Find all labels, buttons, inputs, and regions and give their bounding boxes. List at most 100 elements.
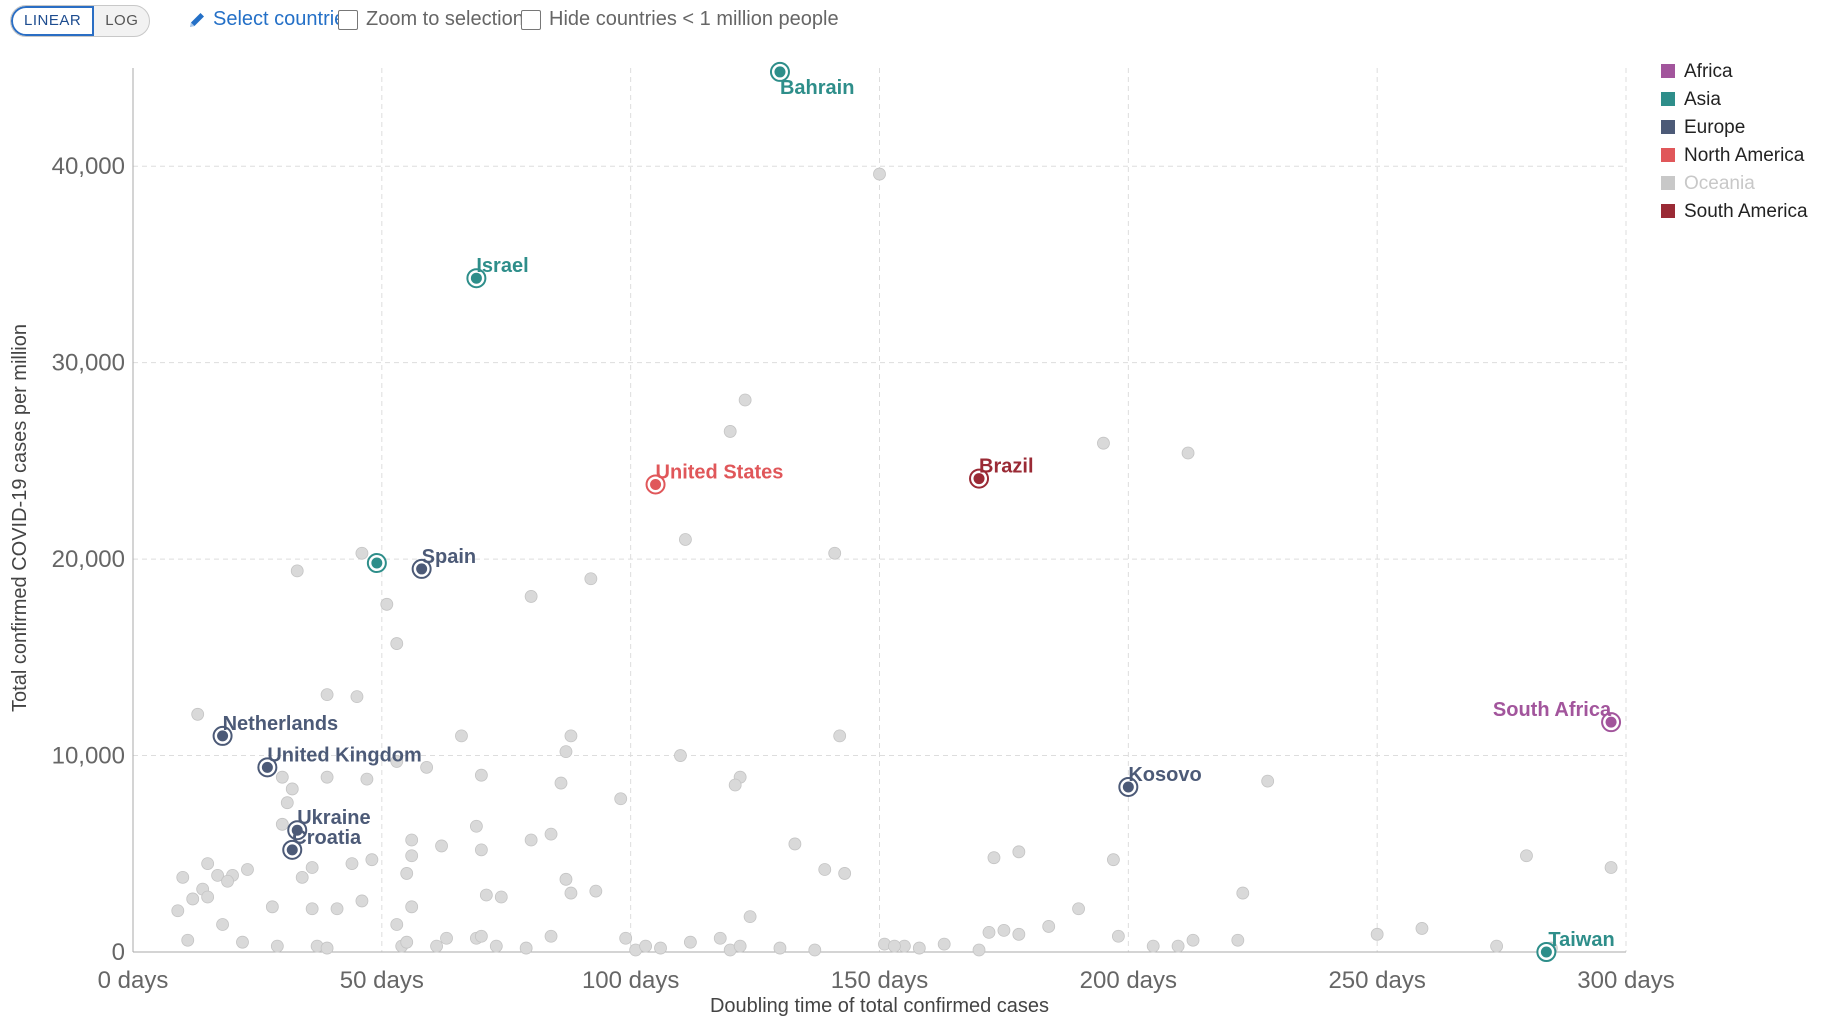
- background-point[interactable]: [181, 933, 195, 947]
- background-point[interactable]: [355, 894, 369, 908]
- background-point[interactable]: [1012, 845, 1026, 859]
- background-point[interactable]: [888, 939, 901, 953]
- background-point[interactable]: [320, 688, 334, 702]
- background-point[interactable]: [474, 929, 488, 943]
- background-point[interactable]: [937, 937, 951, 951]
- background-point[interactable]: [674, 749, 687, 762]
- background-point[interactable]: [430, 939, 443, 953]
- background-point[interactable]: [400, 867, 414, 880]
- background-point[interactable]: [280, 796, 294, 810]
- background-point[interactable]: [1171, 939, 1185, 953]
- background-point[interactable]: [435, 839, 448, 853]
- country-point-taiwan[interactable]: [1536, 942, 1557, 962]
- background-point[interactable]: [987, 851, 1001, 865]
- background-point[interactable]: [524, 590, 538, 603]
- background-point[interactable]: [1490, 939, 1504, 953]
- background-point[interactable]: [1370, 927, 1384, 941]
- background-point[interactable]: [873, 167, 886, 181]
- background-point[interactable]: [559, 745, 573, 759]
- background-point[interactable]: [554, 776, 568, 790]
- country-point-netherlands[interactable]: [212, 725, 233, 746]
- background-point[interactable]: [564, 886, 578, 900]
- background-point[interactable]: [191, 707, 205, 721]
- background-point[interactable]: [912, 941, 926, 955]
- background-point[interactable]: [589, 884, 603, 898]
- background-point[interactable]: [982, 925, 996, 939]
- background-point[interactable]: [1146, 939, 1160, 953]
- background-point[interactable]: [390, 755, 404, 768]
- background-point[interactable]: [654, 941, 667, 955]
- zoom-to-selection-checkbox[interactable]: [338, 9, 358, 30]
- legend-item[interactable]: Europe: [1661, 117, 1745, 138]
- background-point[interactable]: [639, 939, 652, 953]
- country-point-israel[interactable]: [466, 268, 487, 289]
- background-point[interactable]: [320, 770, 334, 784]
- background-point[interactable]: [683, 935, 697, 949]
- background-point[interactable]: [733, 939, 747, 953]
- background-point[interactable]: [171, 904, 185, 918]
- background-point[interactable]: [390, 918, 404, 931]
- zoom-to-selection-option[interactable]: Zoom to selection: [338, 8, 524, 31]
- background-point[interactable]: [1012, 927, 1026, 941]
- background-point[interactable]: [1186, 933, 1200, 947]
- background-point[interactable]: [818, 863, 832, 876]
- background-point[interactable]: [211, 868, 225, 882]
- background-point[interactable]: [360, 772, 374, 786]
- background-point[interactable]: [524, 833, 538, 847]
- background-point[interactable]: [713, 931, 727, 945]
- background-point[interactable]: [619, 931, 633, 945]
- country-point-bahrain[interactable]: [769, 61, 790, 82]
- background-point[interactable]: [241, 863, 254, 876]
- background-point[interactable]: [380, 597, 394, 611]
- background-point[interactable]: [489, 939, 503, 953]
- background-point[interactable]: [1236, 886, 1250, 900]
- background-point[interactable]: [972, 943, 986, 957]
- background-point[interactable]: [723, 425, 737, 438]
- legend-item[interactable]: Africa: [1661, 61, 1733, 82]
- legend-item[interactable]: North America: [1661, 145, 1805, 166]
- background-point[interactable]: [405, 849, 419, 863]
- background-point[interactable]: [270, 939, 284, 953]
- background-point[interactable]: [295, 870, 309, 884]
- background-point[interactable]: [1097, 436, 1110, 450]
- background-point[interactable]: [494, 890, 508, 904]
- background-point[interactable]: [285, 782, 299, 796]
- background-point[interactable]: [997, 923, 1011, 937]
- background-point[interactable]: [1415, 922, 1429, 935]
- country-point-ukraine[interactable]: [287, 820, 308, 841]
- log-scale-button[interactable]: LOG: [105, 12, 139, 29]
- legend-item[interactable]: South America: [1661, 201, 1808, 222]
- background-point[interactable]: [275, 770, 289, 784]
- country-point-kosovo[interactable]: [1118, 776, 1139, 797]
- background-point[interactable]: [275, 817, 289, 831]
- background-point[interactable]: [405, 833, 419, 847]
- background-point[interactable]: [808, 943, 822, 957]
- background-point[interactable]: [350, 690, 364, 704]
- background-point[interactable]: [1107, 853, 1120, 867]
- background-point[interactable]: [564, 729, 578, 743]
- background-point[interactable]: [838, 867, 852, 880]
- country-point-spain[interactable]: [411, 558, 432, 579]
- background-point[interactable]: [544, 929, 558, 943]
- country-point-united-kingdom[interactable]: [257, 757, 278, 778]
- background-point[interactable]: [1181, 446, 1195, 460]
- background-point[interactable]: [773, 941, 787, 955]
- background-point[interactable]: [345, 857, 359, 870]
- background-point[interactable]: [1042, 920, 1056, 933]
- background-point[interactable]: [265, 900, 279, 914]
- background-point[interactable]: [738, 393, 752, 407]
- background-point[interactable]: [1072, 902, 1085, 916]
- background-point[interactable]: [479, 888, 493, 902]
- background-point[interactable]: [469, 819, 483, 833]
- background-point[interactable]: [221, 874, 234, 888]
- linear-scale-button[interactable]: LINEAR: [11, 6, 95, 36]
- background-point[interactable]: [305, 861, 319, 874]
- background-point[interactable]: [728, 778, 742, 792]
- background-point[interactable]: [679, 533, 692, 546]
- background-point[interactable]: [400, 935, 414, 949]
- legend-item[interactable]: Asia: [1661, 89, 1721, 110]
- background-point[interactable]: [176, 870, 190, 884]
- country-point-united-states[interactable]: [645, 474, 666, 495]
- background-point[interactable]: [474, 768, 488, 782]
- background-point[interactable]: [1231, 933, 1245, 947]
